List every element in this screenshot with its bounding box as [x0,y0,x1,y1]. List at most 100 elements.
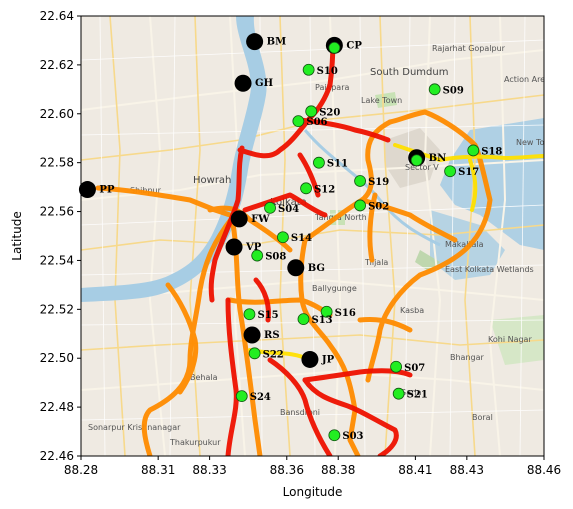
station-marker [313,156,325,169]
station-marker [467,144,480,157]
y-tick-label: 22.62 [40,58,74,72]
track-orange [141,215,235,456]
markers-layer: BM CPGHBNPPFWVPBGRSJPS10S09S20S06S11S18S1… [78,33,502,442]
station-label: S08 [265,252,286,263]
track-orange [165,282,199,395]
track-orange [359,197,458,243]
station-marker [302,63,315,76]
map-label: Bhangar [450,353,485,362]
station-label: S06 [306,117,327,128]
map-label: Howrah [193,175,231,186]
y-axis: 22.46 22.48 22.50 22.52 22.54 22.56 22.58 22.60… [40,9,81,463]
station-label: S15 [257,310,278,321]
station-label: S07 [404,363,425,374]
map-label: Boral [472,413,493,422]
track-orange [365,109,493,383]
map-label: Tiljala [364,258,388,267]
track-orange [298,237,361,456]
station-marker [297,313,310,326]
track-red [208,145,245,303]
track-red [225,297,239,456]
track-orange [95,185,233,218]
station-marker [277,231,289,244]
station-label: S17 [458,167,479,178]
station-label: S16 [335,308,356,319]
map-label: Sector V [405,163,439,172]
map-label: East Kolkata Wetlands [445,265,534,274]
station-marker [444,165,457,178]
big-marker-label: VP [245,242,262,253]
map-label: Kasba [400,306,424,315]
y-tick-label: 22.64 [40,9,74,23]
track-red [237,37,336,159]
big-marker-label: BG [308,263,325,274]
y-tick-label: 22.50 [40,351,74,365]
big-marker-label: JP [321,354,335,365]
x-tick-label: 88.28 [64,463,98,477]
station-marker [243,308,256,321]
map-label: Shibpur [130,186,162,195]
station-marker [410,154,423,167]
station-marker [320,305,333,318]
big-marker [234,74,252,92]
station-marker [354,199,366,212]
map-labels: South Dumdum Rajarhat Gopalpur Action Ar… [88,44,557,447]
map-label: Paikpara [315,83,349,92]
x-tick-label: 88.38 [321,463,355,477]
y-tick-label: 22.58 [40,156,74,170]
map-label: Action Area II [504,75,557,84]
track-red [267,357,333,456]
big-marker-label: CP [346,40,362,51]
x-tick-label: 88.31 [141,463,175,477]
big-marker-label: BN [429,153,447,164]
big-marker [225,238,243,256]
x-tick-label: 88.36 [270,463,304,477]
station-marker [300,182,312,195]
y-tick-label: 22.46 [40,449,74,463]
track-red [297,117,391,143]
big-marker-label: BM [267,37,287,48]
station-marker [392,387,405,400]
map-label: South Dumdum [370,67,448,78]
station-label: S03 [342,431,363,442]
station-label: S13 [311,315,332,326]
plot-frame [80,15,545,457]
map-label: Ballygunge [312,284,357,293]
track-orange [357,317,413,333]
x-axis: 88.28 88.31 88.33 88.36 88.38 88.41 88.43 88.46 [64,456,561,477]
station-label: S22 [263,349,284,360]
map-label: Thakurpukur [169,438,221,447]
big-marker-label: FW [251,214,270,225]
x-tick-label: 88.41 [398,463,432,477]
big-marker [78,181,96,199]
big-marker-label: GH [255,78,273,89]
station-label: S04 [278,204,299,215]
station-label: S24 [250,392,271,403]
big-marker [301,350,319,368]
station-label: S11 [327,159,348,170]
track-orange [302,119,393,243]
station-label: S18 [481,146,502,157]
map-label: Behala [190,373,218,382]
y-tick-label: 22.48 [40,400,74,414]
map-label: Kohi Nagar [488,335,532,344]
station-label: S20 [319,107,340,118]
station-label: S12 [314,184,335,195]
station-label: S21 [407,390,428,401]
x-axis-title: Longitude [283,485,343,499]
map-label: Garia [400,388,422,397]
station-label: S02 [368,201,389,212]
station-label: S19 [368,177,389,188]
station-label: S09 [443,85,464,96]
track-red [297,152,321,198]
station-marker [305,105,318,118]
track-red [253,277,271,323]
map-label: Makaltala [445,240,484,249]
station-marker [354,175,366,187]
track-orange [227,297,333,318]
track-red [242,192,328,218]
big-marker [230,210,248,228]
big-marker-label: RS [264,330,280,341]
map-label: Kolkata [270,197,307,208]
